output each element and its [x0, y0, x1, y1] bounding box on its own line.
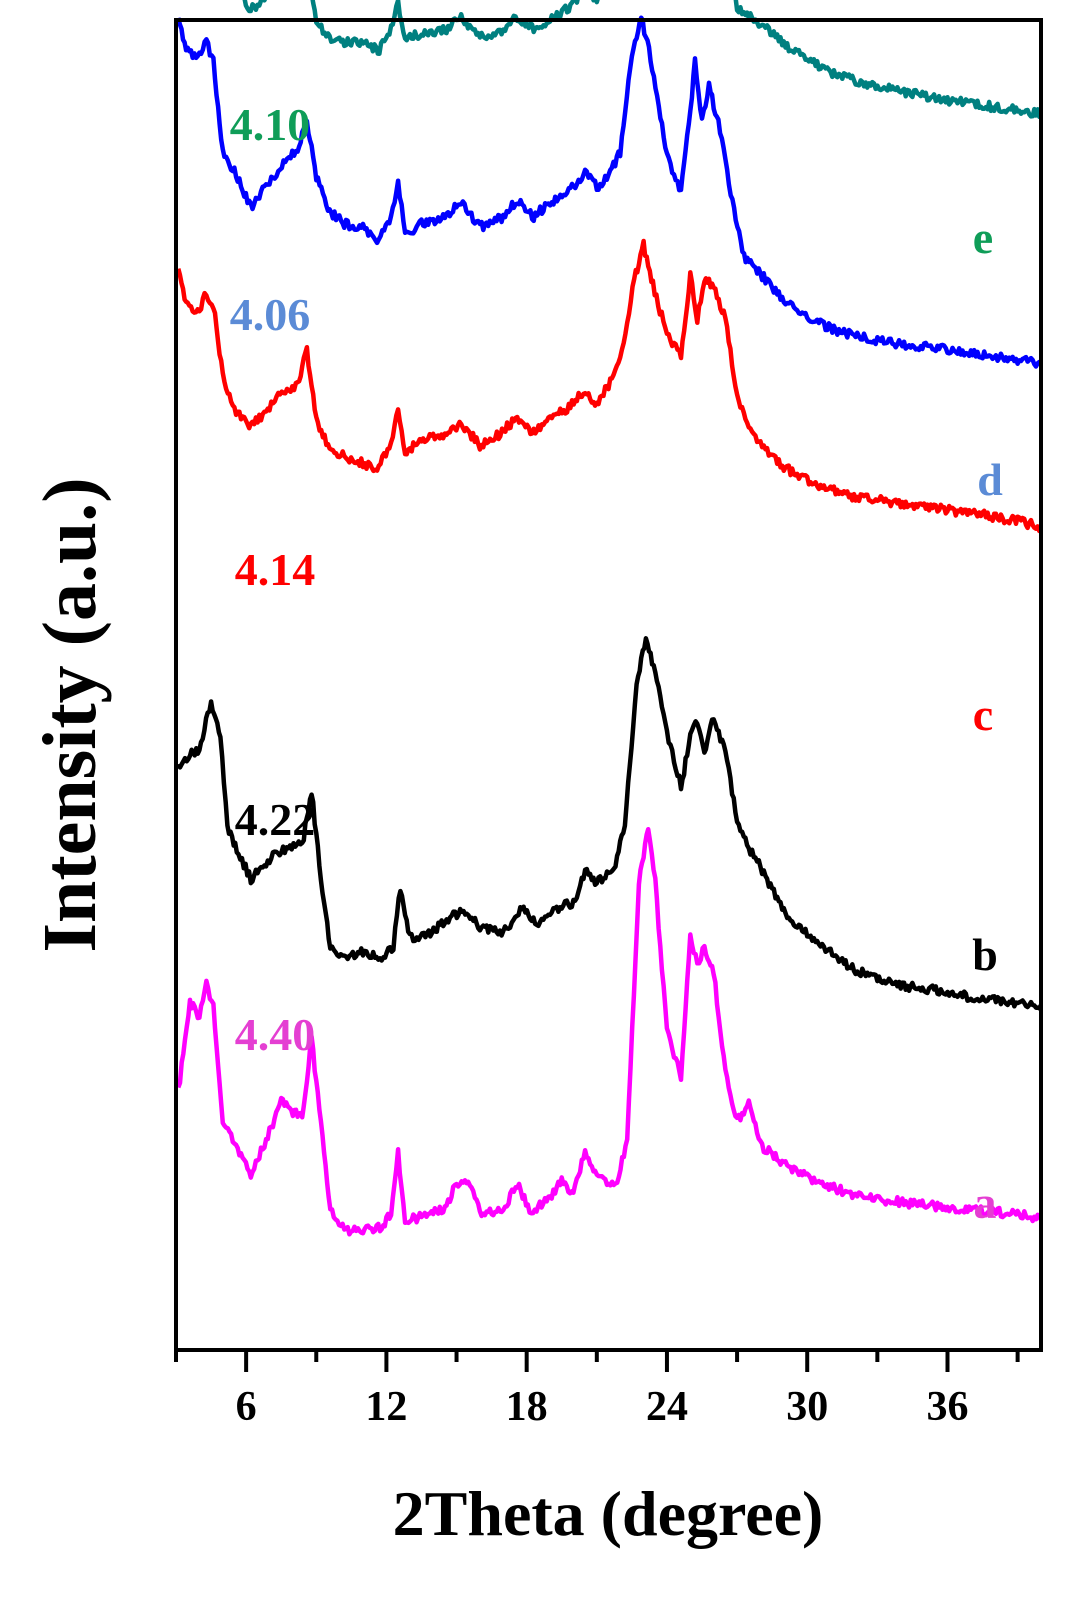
x-tick-label-12: 12: [365, 1384, 407, 1430]
series-line-c: [176, 238, 1044, 534]
series-letter-label-c: c: [973, 689, 993, 740]
series-letter-label-d: d: [977, 454, 1003, 505]
x-axis-title: 2Theta (degree): [393, 1478, 824, 1549]
series-letter-label-a: a: [974, 1177, 997, 1228]
y-axis-title: Intensity (a.u.): [28, 477, 112, 952]
plot-frame: [174, 18, 1043, 1352]
x-axis-ticks: 6 12 18 24 30 36: [174, 1350, 1020, 1430]
x-tick-label-36: 36: [926, 1384, 968, 1430]
x-tick-label-30: 30: [786, 1384, 828, 1430]
series-line-d: [176, 15, 1043, 369]
series-value-label-b: 4.22: [235, 794, 316, 845]
series-traces: [176, 0, 1044, 1237]
series-value-label-d: 4.06: [230, 289, 311, 340]
series-value-label-c: 4.14: [235, 544, 316, 595]
series-value-label-a: 4.40: [235, 1009, 316, 1060]
series-line-a: [176, 826, 1044, 1237]
x-tick-label-6: 6: [236, 1384, 257, 1430]
series-line-e: [242, 0, 1043, 120]
x-tick-label-24: 24: [646, 1384, 688, 1430]
series-value-label-e: 4.10: [230, 99, 311, 150]
series-letter-label-b: b: [972, 929, 998, 980]
series-letter-label-e: e: [973, 212, 993, 263]
series-labels: 4.40 a 4.22 b 4.14 c 4.06 d 4.10 e: [230, 99, 1003, 1228]
x-tick-label-18: 18: [506, 1384, 548, 1430]
series-line-b: [176, 636, 1044, 1011]
